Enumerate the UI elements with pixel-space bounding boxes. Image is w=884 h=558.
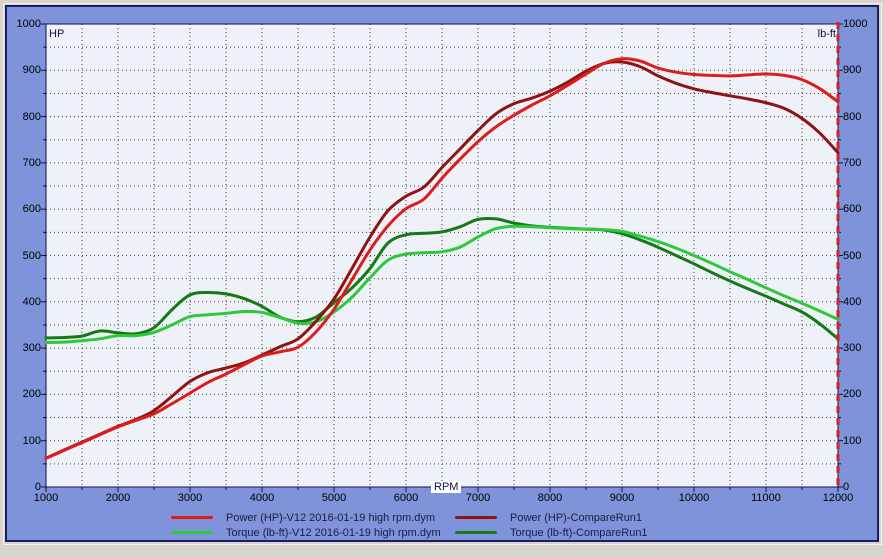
series-line-3 bbox=[44, 216, 840, 341]
legend-swatch-torque-v12-line bbox=[171, 531, 213, 534]
series-line-2 bbox=[44, 60, 840, 460]
legend-label: Power (HP)-CompareRun1 bbox=[510, 511, 643, 524]
legend-swatch-power-v12-line bbox=[171, 516, 213, 519]
legend-item-power-compare: Power (HP)-CompareRun1 bbox=[455, 511, 642, 524]
legend-label: Torque (lb-ft)-CompareRun1 bbox=[510, 526, 648, 539]
legend-item-torque-v12: Torque (lb-ft)-V12 2016-01-19 high rpm.d… bbox=[171, 526, 441, 539]
series-line-0 bbox=[44, 57, 840, 460]
legend-label: Torque (lb-ft)-V12 2016-01-19 high rpm.d… bbox=[226, 526, 441, 539]
legend-item-torque-compare: Torque (lb-ft)-CompareRun1 bbox=[455, 526, 648, 539]
series-line-1 bbox=[44, 224, 840, 344]
legend-item-power-v12: Power (HP)-V12 2016-01-19 high rpm.dym bbox=[171, 511, 435, 524]
legend-swatch-torque-compare-line bbox=[455, 531, 497, 534]
legend-label: Power (HP)-V12 2016-01-19 high rpm.dym bbox=[226, 511, 436, 524]
window-frame-highlight bbox=[3, 3, 882, 545]
legend-swatch-power-compare-line bbox=[455, 516, 497, 519]
